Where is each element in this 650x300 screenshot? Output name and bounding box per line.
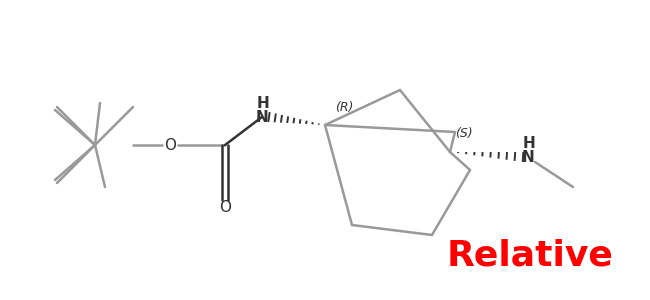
Text: N: N bbox=[255, 110, 268, 124]
Text: Relative: Relative bbox=[447, 238, 614, 272]
Text: N: N bbox=[521, 149, 534, 164]
Text: O: O bbox=[219, 200, 231, 215]
Text: H: H bbox=[523, 136, 536, 151]
Text: (R): (R) bbox=[335, 100, 354, 113]
Text: H: H bbox=[257, 95, 269, 110]
Text: (S): (S) bbox=[455, 128, 473, 140]
Text: O: O bbox=[164, 137, 176, 152]
